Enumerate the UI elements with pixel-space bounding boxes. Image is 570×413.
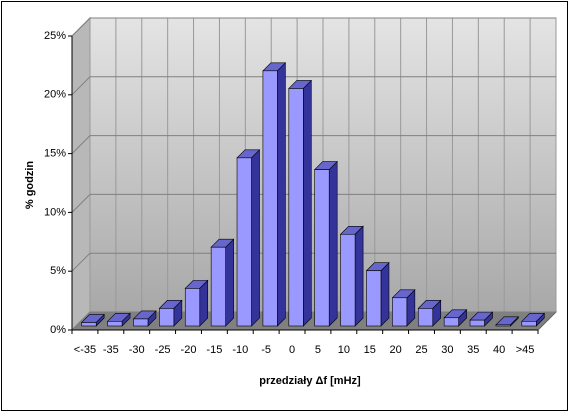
bar-side (303, 79, 312, 327)
bar-side (225, 238, 234, 327)
y-tick-label: 5% (50, 265, 66, 277)
grid-line (71, 135, 556, 154)
bar-side (354, 225, 364, 327)
x-tick-label: 35 (467, 344, 479, 356)
bar (340, 233, 356, 327)
bar (159, 308, 175, 327)
x-tick-label: 0 (289, 344, 295, 356)
bar (184, 288, 201, 327)
x-tick-label: <-35 (74, 344, 96, 356)
x-tick-label: -15 (206, 344, 222, 356)
x-tick-label: >45 (516, 344, 535, 356)
grid-line (71, 193, 556, 213)
bar-side (251, 149, 260, 327)
grid-line (71, 252, 556, 272)
x-tick-label: -30 (129, 344, 145, 356)
x-tick-label: 15 (364, 344, 376, 356)
y-tick-label: 0% (50, 324, 66, 336)
x-axis-title: przedziały Δf [mHz] (259, 375, 361, 387)
bar (366, 270, 382, 327)
y-tick-label: 15% (44, 148, 66, 160)
x-tick-label: -25 (155, 344, 171, 356)
bar (210, 246, 226, 327)
y-tick-label: 25% (44, 30, 66, 42)
x-tick-label: -20 (181, 344, 197, 356)
bar (469, 319, 485, 327)
bar (133, 318, 149, 327)
plot-area: 0% 5% 10% 15% 20% 25% <-35 -35 -30 -25 -20 -15 -10 -5… (44, 16, 558, 356)
y-tick-label: 20% (44, 89, 66, 101)
bar (314, 169, 330, 327)
bar (236, 157, 252, 327)
grid-line (71, 17, 556, 37)
bar (443, 317, 459, 327)
bar (262, 70, 278, 327)
bar (81, 322, 97, 327)
x-tick-label: -5 (261, 344, 271, 356)
grid-line (71, 76, 556, 96)
x-tick-label: 10 (338, 344, 350, 356)
bar-side (277, 62, 286, 327)
side-wall (71, 16, 91, 332)
y-tick-label: 10% (44, 206, 66, 218)
bar (392, 297, 408, 327)
x-tick-label: 5 (315, 344, 321, 356)
bar-side (380, 262, 390, 327)
bar (107, 320, 123, 327)
y-axis-title: % godzin (24, 161, 36, 210)
bar (288, 88, 304, 327)
bar (521, 320, 537, 327)
x-tick-label: -10 (232, 344, 248, 356)
bar-side (328, 160, 338, 327)
x-tick-label: 20 (389, 344, 401, 356)
x-tick-label: 40 (493, 344, 505, 356)
x-tick-label: -35 (103, 344, 119, 356)
bar (495, 324, 511, 327)
x-tick-label: 25 (415, 344, 427, 356)
bar (417, 308, 434, 327)
x-tick-label: 30 (441, 344, 453, 356)
